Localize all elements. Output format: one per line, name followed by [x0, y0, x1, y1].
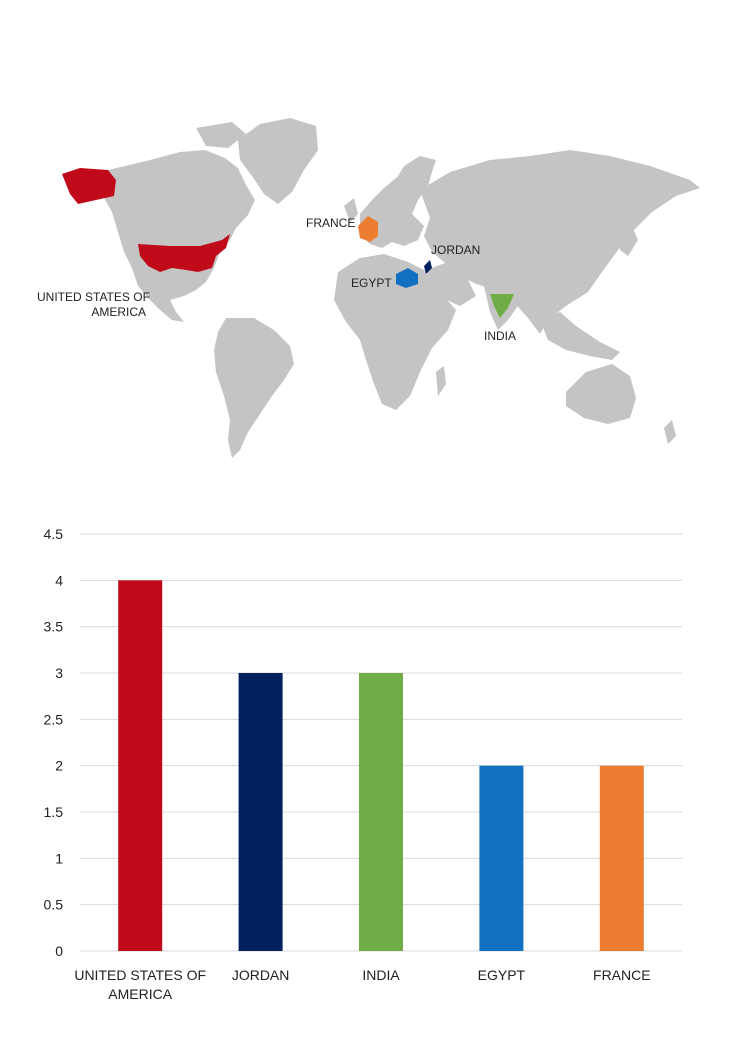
france-region	[358, 216, 378, 242]
jordan-region	[424, 260, 432, 274]
usa-mainland-region	[138, 234, 230, 272]
y-tick-label: 4.5	[44, 526, 64, 542]
scandinavia-shape	[392, 156, 436, 196]
label-france: FRANCE	[306, 216, 355, 230]
y-tick-label: 3.5	[44, 619, 64, 635]
x-category-label: AMERICA	[108, 986, 172, 1002]
bar	[479, 765, 524, 951]
arctic-islands-shape	[196, 122, 246, 148]
greenland-shape	[238, 118, 318, 204]
y-tick-label: 1	[55, 850, 63, 866]
label-usa-line2: AMERICA	[91, 305, 146, 319]
bars	[118, 580, 644, 951]
x-axis-labels: UNITED STATES OF AMERICA JORDAN INDIA EGYPT F…	[74, 967, 650, 1002]
y-tick-label: 2.5	[44, 711, 64, 727]
usa-region	[62, 168, 116, 204]
bar	[359, 673, 403, 951]
y-axis-ticks: 0 0.5 1 1.5 2 2.5 3 3.5 4 4.5	[44, 526, 64, 959]
y-tick-label: 1.5	[44, 804, 64, 820]
north-america-shape	[104, 150, 255, 322]
bar-chart-svg: 0 0.5 1 1.5 2 2.5 3 3.5 4 4.5 UNITED STATES OF AME…	[44, 526, 682, 1002]
y-tick-label: 2	[55, 758, 63, 774]
arabia-shape	[426, 262, 476, 306]
uk-shape	[344, 198, 358, 222]
y-tick-label: 3	[55, 665, 63, 681]
x-category-label: EGYPT	[478, 967, 526, 983]
highlighted-countries	[62, 168, 514, 318]
y-tick-label: 4	[55, 572, 63, 588]
label-jordan: JORDAN	[431, 243, 480, 257]
bar	[118, 580, 163, 951]
world-map-svg: UNITED STATES OF AMERICA FRANCE JORDAN E…	[37, 118, 700, 458]
bar-chart: 0 0.5 1 1.5 2 2.5 3 3.5 4 4.5 UNITED STATES OF AME…	[0, 500, 740, 1054]
south-america-shape	[214, 318, 294, 458]
bar	[599, 765, 644, 951]
map-labels: UNITED STATES OF AMERICA FRANCE JORDAN E…	[37, 216, 516, 343]
asia-shape	[420, 150, 700, 334]
africa-shape	[334, 254, 456, 410]
world-map: UNITED STATES OF AMERICA FRANCE JORDAN E…	[0, 0, 740, 480]
australia-shape	[566, 364, 636, 424]
japan-shape	[620, 222, 638, 256]
y-tick-label: 0	[55, 943, 63, 959]
label-india: INDIA	[484, 329, 516, 343]
gridlines	[80, 533, 682, 952]
x-category-label: INDIA	[362, 967, 400, 983]
x-category-label: JORDAN	[232, 967, 290, 983]
madagascar-shape	[436, 366, 446, 396]
southeast-asia-shape	[540, 312, 620, 360]
x-category-label: FRANCE	[593, 967, 651, 983]
egypt-region	[396, 268, 418, 288]
new-zealand-shape	[664, 420, 676, 444]
label-usa-line1: UNITED STATES OF	[37, 290, 150, 304]
bar	[238, 673, 283, 951]
label-egypt: EGYPT	[351, 276, 392, 290]
land-masses	[104, 118, 700, 458]
x-category-label: UNITED STATES OF	[74, 967, 206, 983]
india-region	[490, 294, 514, 318]
y-tick-label: 0.5	[44, 897, 64, 913]
